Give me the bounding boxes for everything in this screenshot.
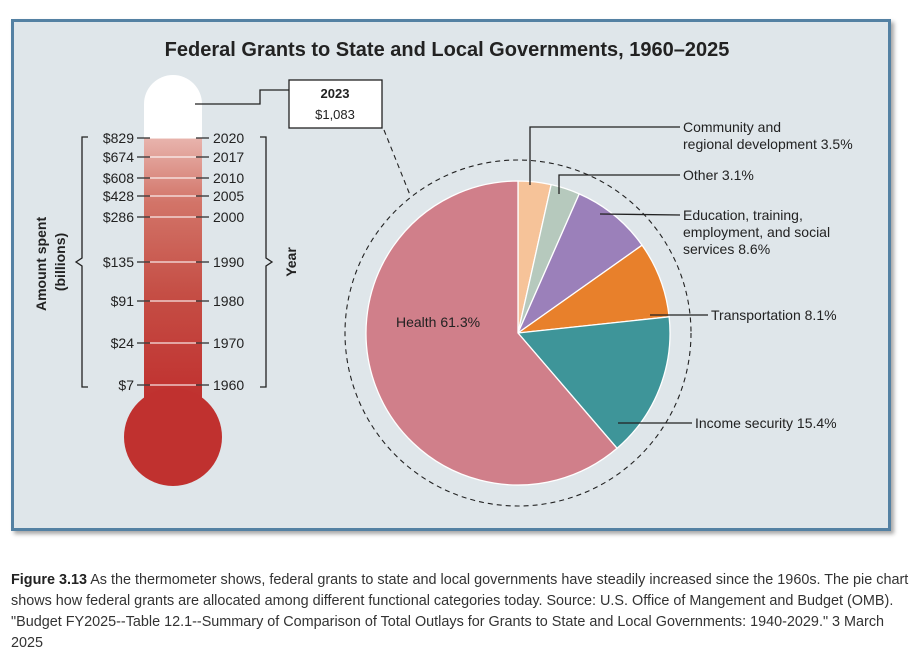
max-callout-connector bbox=[195, 89, 289, 105]
pie-slice bbox=[516, 316, 671, 450]
max-callout-year: 2023 bbox=[321, 86, 350, 101]
y-axis-label: Amount spent (billions) bbox=[33, 213, 68, 311]
caption-text: As the thermometer shows, federal grants… bbox=[11, 572, 909, 651]
pie-leader-line bbox=[558, 174, 680, 194]
amount-tick-label: $24 bbox=[111, 335, 135, 351]
amount-tick-label: $428 bbox=[103, 188, 134, 204]
amount-tick-label: $135 bbox=[103, 254, 134, 270]
pie-leader-line bbox=[529, 126, 680, 185]
chart-title: Federal Grants to State and Local Govern… bbox=[165, 39, 730, 61]
year-tick-label: 2020 bbox=[213, 130, 244, 146]
thermometer-bulb bbox=[124, 388, 222, 486]
year-tick-label: 1970 bbox=[213, 335, 244, 351]
thermometer-mercury bbox=[144, 138, 202, 398]
pie-slice-label: Education, training, employment, and soci… bbox=[683, 207, 830, 257]
amount-tick-label: $91 bbox=[111, 293, 135, 309]
y2-axis-label: Year bbox=[283, 247, 299, 277]
year-tick-label: 2010 bbox=[213, 170, 244, 186]
pie-slice-label: Transportation 8.1% bbox=[711, 307, 837, 323]
max-callout-box bbox=[288, 79, 383, 129]
chart: Federal Grants to State and Local Govern… bbox=[33, 39, 853, 507]
pie-chart bbox=[365, 180, 671, 486]
amount-tick-label: $7 bbox=[118, 377, 134, 393]
figure-caption: Figure 3.13 As the thermometer shows, fe… bbox=[11, 570, 911, 654]
year-tick-label: 1980 bbox=[213, 293, 244, 309]
amount-tick-label: $674 bbox=[103, 149, 134, 165]
amount-tick-label: $608 bbox=[103, 170, 134, 186]
year-tick-label: 1990 bbox=[213, 254, 244, 270]
pie-slice-label: Other 3.1% bbox=[683, 167, 754, 183]
pie-slice-label: Income security 15.4% bbox=[695, 415, 837, 431]
pie-dashed-outline bbox=[344, 159, 692, 507]
amount-tick-label: $286 bbox=[103, 209, 134, 225]
year-tick-label: 2005 bbox=[213, 188, 244, 204]
pie-slice bbox=[365, 180, 618, 486]
year-tick-label: 2017 bbox=[213, 149, 244, 165]
max-callout-dashed-connector bbox=[383, 129, 411, 196]
year-tick-label: 1960 bbox=[213, 377, 244, 393]
year-bracket bbox=[260, 136, 274, 388]
amount-tick-label: $829 bbox=[103, 130, 134, 146]
thermometer: $7 1960 $24 1970 $91 1980 $135 1990 $286 2000 $428… bbox=[103, 75, 244, 486]
figure-number: Figure 3.13 bbox=[11, 572, 87, 588]
amount-bracket bbox=[74, 136, 88, 388]
pie-slice-label: Community and regional development 3.5% bbox=[683, 119, 853, 152]
pie-slice-label: Health 61.3% bbox=[396, 314, 480, 330]
year-tick-label: 2000 bbox=[213, 209, 244, 225]
pie-leader-line bbox=[599, 213, 681, 216]
max-callout-amount: $1,083 bbox=[315, 107, 355, 122]
